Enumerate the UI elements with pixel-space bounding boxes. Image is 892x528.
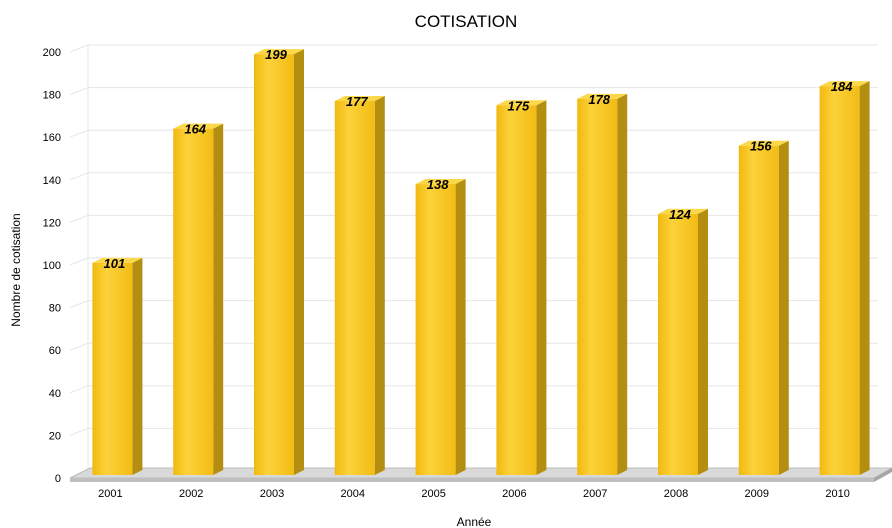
- bar-2005: [415, 179, 466, 475]
- y-axis-label: Nombre de cotisation: [9, 213, 23, 326]
- bar-2004: [334, 95, 385, 476]
- y-tick-label: 140: [43, 175, 61, 187]
- y-tick-label: 40: [49, 388, 61, 400]
- gridline-side: [69, 129, 89, 138]
- data-label: 101: [104, 256, 126, 271]
- bar-front: [658, 213, 698, 475]
- bar-top: [658, 208, 708, 214]
- bar-side: [455, 179, 466, 475]
- bar-top: [819, 81, 870, 87]
- x-axis-label: Année: [457, 515, 492, 528]
- x-tick-label: 2001: [98, 488, 122, 500]
- bar-side: [374, 95, 385, 476]
- bar-side: [778, 140, 789, 475]
- bar-top: [92, 257, 143, 263]
- y-tick-label: 20: [49, 430, 61, 442]
- data-label: 178: [588, 92, 610, 107]
- bar-side: [859, 81, 870, 475]
- bar-top: [254, 49, 304, 55]
- gridline-side: [69, 87, 89, 96]
- bar-2007: [577, 93, 628, 476]
- x-tick-label: 2004: [341, 488, 365, 500]
- bar-front: [496, 105, 537, 475]
- data-label: 177: [346, 94, 368, 109]
- bar-2006: [496, 100, 547, 475]
- bar-side: [213, 123, 224, 476]
- x-tick-label: 2007: [583, 488, 607, 500]
- bar-front: [577, 98, 618, 476]
- gridline-side: [69, 342, 89, 351]
- data-label: 199: [265, 47, 287, 62]
- bar-top: [173, 123, 224, 129]
- x-tick-label: 2006: [502, 488, 526, 500]
- gridline-side: [69, 172, 89, 181]
- gridline-side: [69, 427, 89, 436]
- y-tick-label: 80: [49, 303, 61, 315]
- bar-2001: [92, 257, 143, 475]
- bar-top: [496, 100, 547, 106]
- data-label: 156: [750, 139, 772, 154]
- bar-side: [536, 100, 547, 475]
- y-tick-label: 120: [43, 217, 61, 229]
- y-tick-label: 180: [43, 90, 61, 102]
- bars: [92, 49, 870, 476]
- floor-edge: [70, 478, 874, 482]
- data-label: 138: [427, 177, 449, 192]
- data-label: 124: [669, 207, 691, 222]
- data-label: 175: [508, 98, 530, 113]
- data-labels: 101 164 199 177 138 175 178 124 156 184: [104, 47, 854, 271]
- y-tick-label: 60: [49, 345, 61, 357]
- bar-2002: [173, 123, 224, 476]
- bar-side: [132, 257, 143, 475]
- bar-front: [415, 184, 456, 475]
- x-tick-label: 2003: [260, 488, 284, 500]
- bar-top: [334, 95, 385, 101]
- gridline-side: [69, 214, 89, 223]
- gridline-side: [69, 257, 89, 266]
- y-tick-label: 200: [43, 47, 61, 59]
- x-tick-label: 2009: [745, 488, 769, 500]
- y-tick-label: 100: [43, 260, 61, 272]
- gridline-side: [69, 385, 89, 394]
- x-tick-label: 2010: [825, 488, 849, 500]
- gridline-side: [69, 44, 89, 53]
- x-tick-label: 2002: [179, 488, 203, 500]
- bar-top: [738, 140, 789, 146]
- bar-front: [173, 128, 214, 475]
- bar-front: [738, 145, 779, 475]
- bar-2008: [658, 208, 708, 475]
- bar-front: [334, 100, 375, 476]
- x-axis-ticks: 2001 2002 2003 2004 2005 2006 2007 2008 2009 2010: [98, 488, 850, 500]
- bar-side: [294, 49, 304, 475]
- y-tick-label: 160: [43, 132, 61, 144]
- bar-side: [698, 208, 708, 475]
- y-tick-label: 0: [55, 473, 61, 485]
- bar-2009: [738, 140, 789, 475]
- bar-front: [819, 86, 860, 475]
- chart-title: COTISATION: [415, 12, 518, 31]
- gridline-side: [69, 300, 89, 309]
- bar-side: [617, 93, 628, 476]
- bar-top: [577, 93, 628, 99]
- bar-2010: [819, 81, 870, 475]
- bar-front: [254, 54, 294, 475]
- bar-top: [415, 179, 466, 185]
- bar-2003: [254, 49, 304, 475]
- x-tick-label: 2005: [421, 488, 445, 500]
- data-label: 184: [831, 79, 853, 94]
- floor-side: [874, 468, 892, 482]
- x-tick-label: 2008: [664, 488, 688, 500]
- bar-front: [92, 262, 133, 475]
- data-label: 164: [184, 122, 206, 137]
- y-axis-ticks: 0 20 40 60 80 100 120 140 160 180 200: [43, 47, 61, 485]
